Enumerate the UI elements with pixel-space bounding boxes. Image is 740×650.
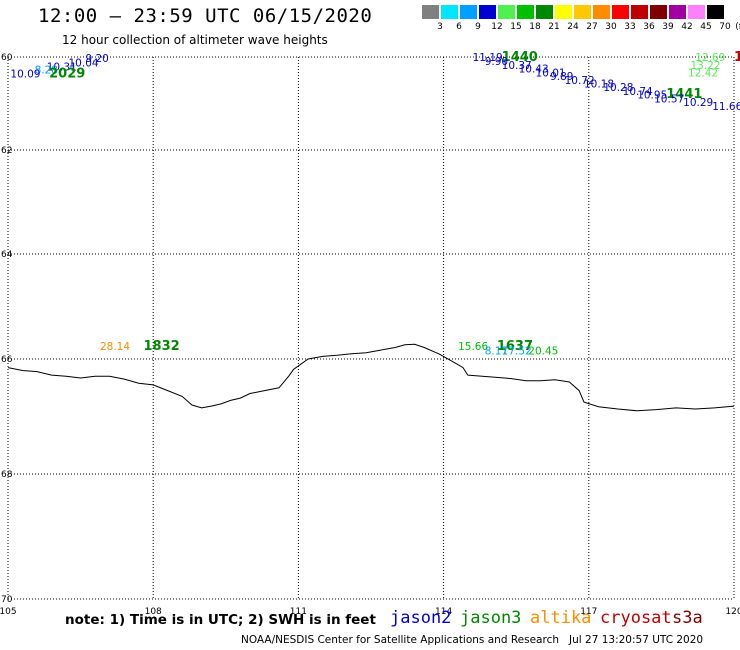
color-swatch-label: 24 <box>567 22 579 32</box>
color-swatch-21 <box>536 5 553 19</box>
color-swatch-45 <box>688 5 705 19</box>
wave-height-label: 9.90 <box>485 56 508 68</box>
wave-height-label: 13.22 <box>690 60 720 72</box>
legend-item-jason3: jason3 <box>460 608 522 628</box>
legend-item-altika: altika <box>530 608 592 628</box>
color-swatch-label: 42 <box>681 22 693 32</box>
color-swatch-30 <box>593 5 610 19</box>
pass-time-label: 2029 <box>49 66 85 81</box>
color-swatch-label: 39 <box>662 22 674 32</box>
color-swatch-label: 9 <box>475 22 481 32</box>
color-swatch-label: 36 <box>643 22 655 32</box>
legend-item-cryosat: cryosat <box>600 608 672 628</box>
pass-time-label: 1441 <box>666 87 702 102</box>
legend-item-jason2: jason2 <box>390 608 452 628</box>
x-tick-label: 117 <box>580 607 597 617</box>
y-tick-label: 60 <box>1 53 13 63</box>
x-tick-label: 108 <box>145 607 162 617</box>
color-swatch-3 <box>422 5 439 19</box>
color-swatch-label: 21 <box>548 22 560 32</box>
wave-height-label: 10.09 <box>10 68 40 80</box>
wave-height-label: 28.14 <box>100 341 130 353</box>
color-swatch-label: 45 <box>700 22 712 32</box>
color-swatch-12 <box>479 5 496 19</box>
x-tick-label: 120 <box>725 607 740 617</box>
color-swatch-15 <box>498 5 515 19</box>
wave-height-label: 11.66 <box>712 101 740 113</box>
legend-item-s3a: s3a <box>672 608 703 628</box>
color-swatch-label: 70 <box>719 22 731 32</box>
pass-time-label: 1440 <box>502 50 538 65</box>
wave-height-label: 10.04 <box>69 58 99 70</box>
pass-time-label: 1637 <box>497 339 533 354</box>
color-swatch-label: 3 <box>437 22 443 32</box>
wave-height-label: 12.69 <box>695 52 725 64</box>
color-swatch-label: 18 <box>529 22 541 32</box>
color-swatch-27 <box>574 5 591 19</box>
color-swatch-42 <box>669 5 686 19</box>
wave-height-label: 10.95 <box>637 90 667 102</box>
y-tick-label: 66 <box>1 355 13 365</box>
y-tick-label: 68 <box>1 470 13 480</box>
x-tick-label: 114 <box>435 607 452 617</box>
wave-height-label: 15.66 <box>458 341 488 353</box>
wave-height-label: 9.89 <box>550 71 573 83</box>
pass-time-label: 1832 <box>144 339 180 354</box>
page-subtitle: 12 hour collection of altimeter wave hei… <box>62 33 328 47</box>
color-swatch-label: 15 <box>510 22 522 32</box>
y-tick-label: 62 <box>1 146 12 156</box>
wave-height-label: 8.28 <box>35 65 58 77</box>
color-swatch-33 <box>612 5 629 19</box>
wave-height-label: 10.31 <box>47 61 77 73</box>
color-swatch-label: 27 <box>586 22 598 32</box>
coastline <box>7 343 735 412</box>
page-title: 12:00 – 23:59 UTC 06/15/2020 <box>38 5 373 27</box>
pass-time-label: 1 <box>734 50 740 65</box>
footer-note: note: 1) Time is in UTC; 2) SWH is in fe… <box>65 612 376 628</box>
wave-height-label: 11.19 <box>473 52 503 64</box>
credit-line: NOAA/NESDIS Center for Satellite Applica… <box>241 634 704 646</box>
color-swatch-18 <box>517 5 534 19</box>
wave-height-label: 10.72 <box>565 75 595 87</box>
color-swatch-label: 33 <box>624 22 636 32</box>
color-swatch-9 <box>460 5 477 19</box>
wave-height-label: 10.29 <box>683 97 713 109</box>
wave-height-label: 10.37 <box>502 60 532 72</box>
color-swatch-label: 30 <box>605 22 617 32</box>
wave-height-label: 10.18 <box>584 79 614 91</box>
wave-height-label: 10.74 <box>623 86 653 98</box>
wave-height-label: 9.20 <box>85 53 108 65</box>
color-swatch-label: 6 <box>456 22 462 32</box>
wave-height-label: 10.57 <box>654 93 684 105</box>
color-swatch-39 <box>650 5 667 19</box>
color-swatch-36 <box>631 5 648 19</box>
color-swatch-70 <box>707 5 724 19</box>
color-swatch-24 <box>555 5 572 19</box>
wave-height-label: 10.43 <box>519 64 549 76</box>
y-tick-label: 70 <box>1 595 13 605</box>
wave-height-label: 20.45 <box>528 346 558 358</box>
y-tick-label: 64 <box>1 250 13 260</box>
color-scale-unit: (ft) <box>735 22 740 32</box>
wave-height-label: 10.28 <box>603 82 633 94</box>
x-tick-label: 111 <box>290 607 307 617</box>
color-swatch-label: 12 <box>491 22 503 32</box>
x-tick-label: 105 <box>0 607 17 617</box>
color-swatch-6 <box>441 5 458 19</box>
wave-height-label: 10.01 <box>536 67 566 79</box>
wave-height-label: 17.52 <box>502 346 532 358</box>
wave-height-label: 12.42 <box>688 67 718 79</box>
wave-height-label: 8.17 <box>485 346 508 358</box>
